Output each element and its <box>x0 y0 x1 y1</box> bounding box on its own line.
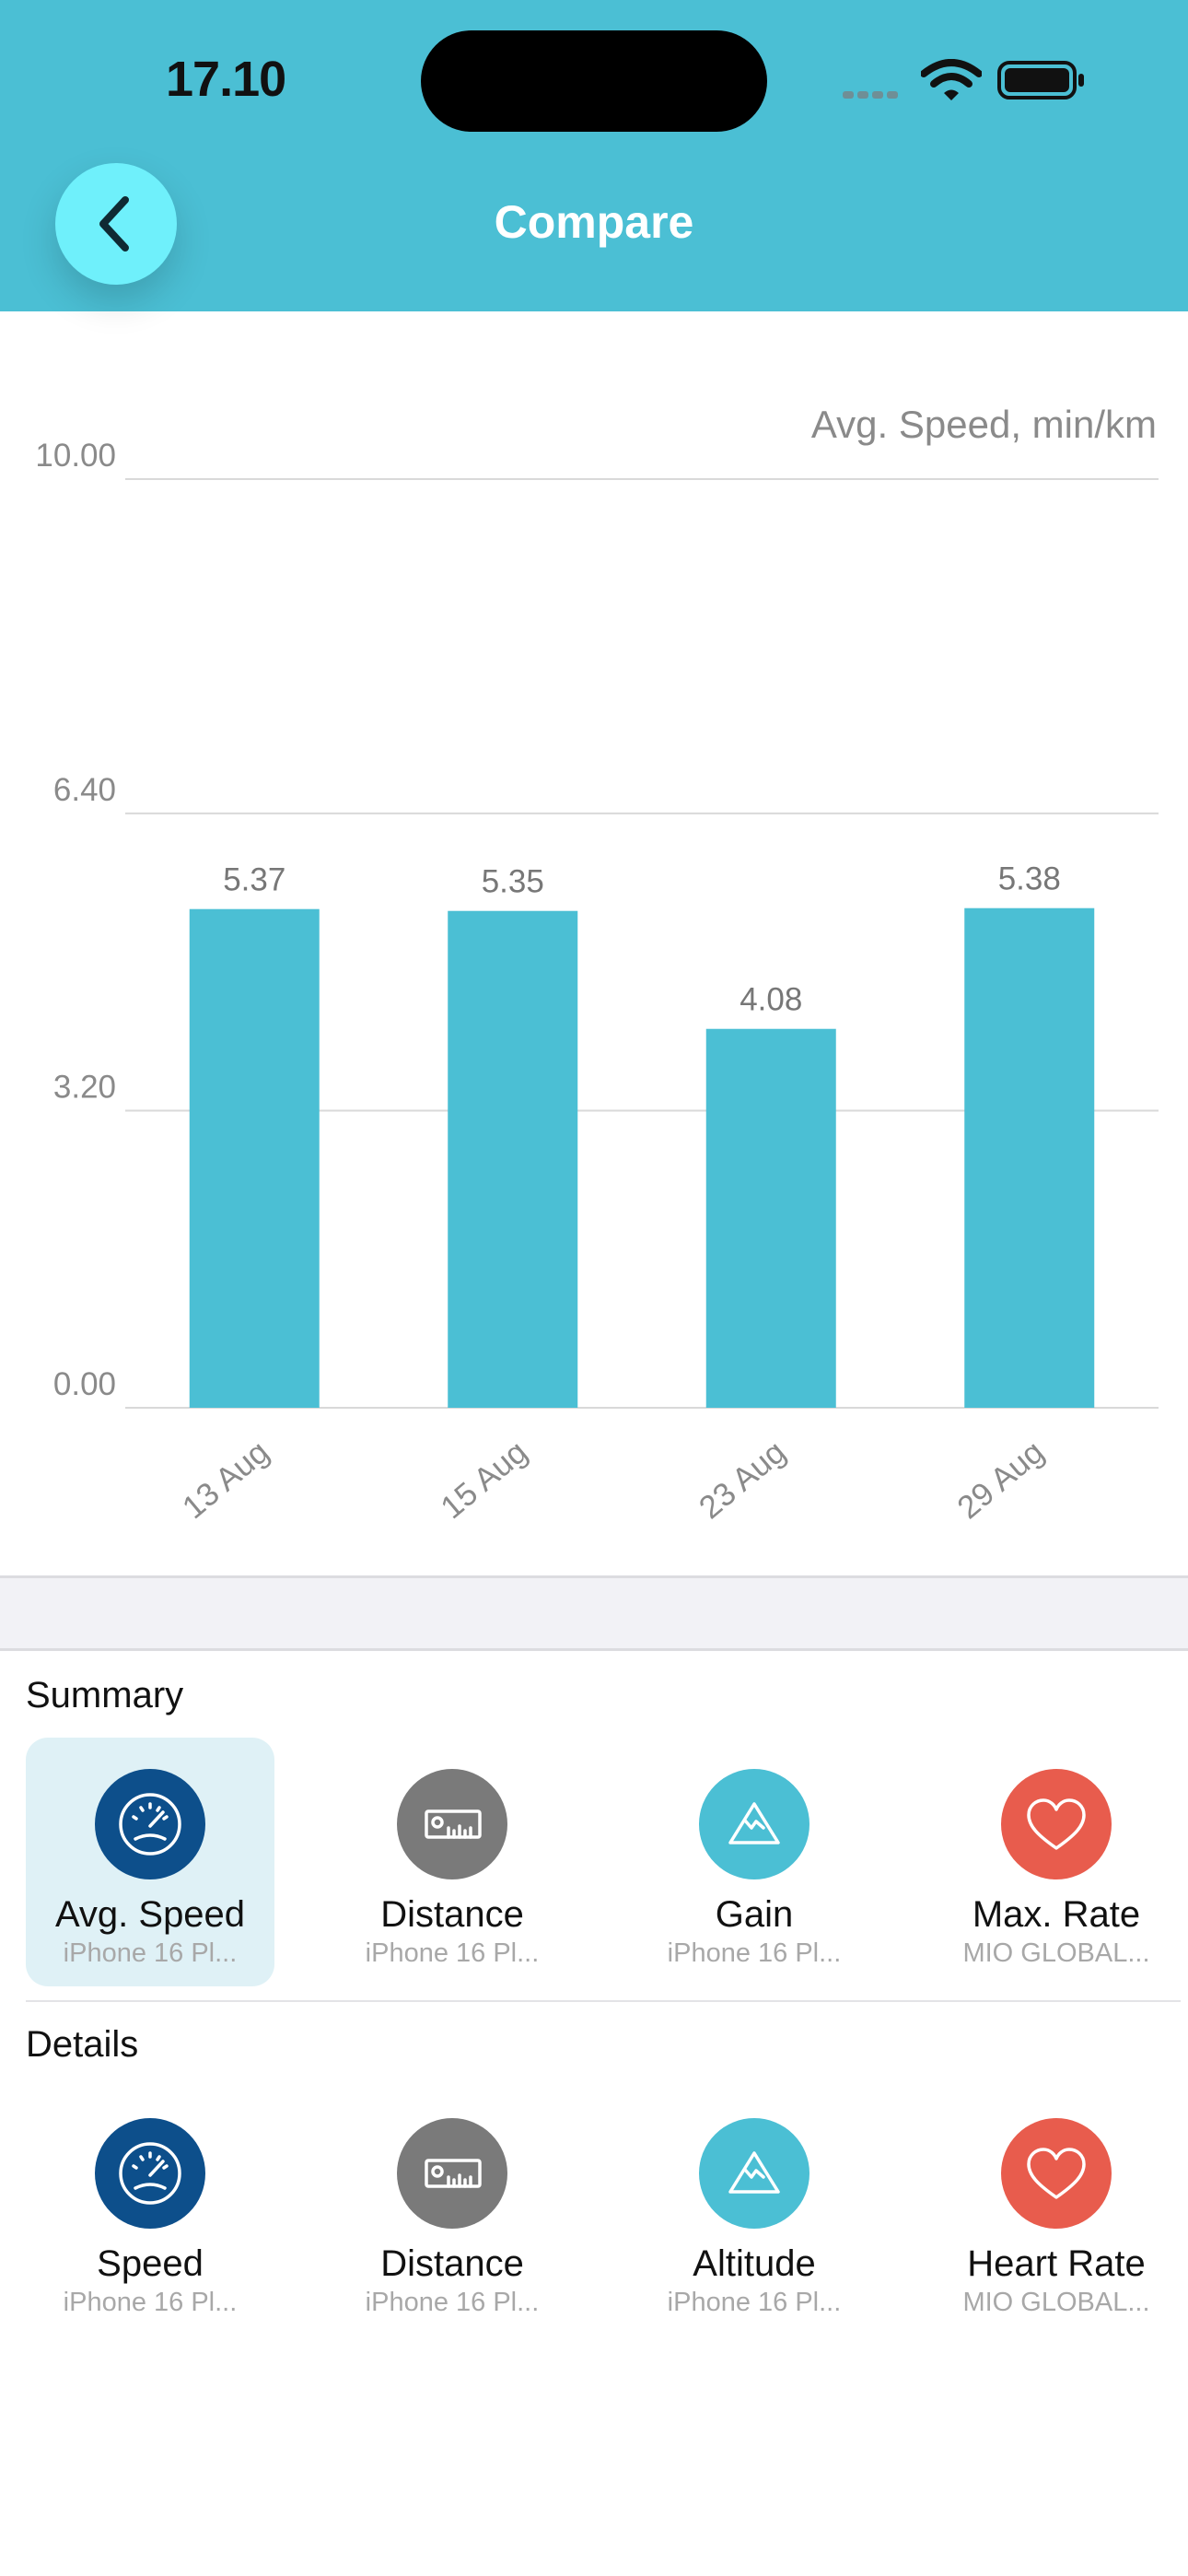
details-tile-altitude[interactable]: Altitude iPhone 16 Pl... <box>630 2087 879 2336</box>
nav-header: 17.10 Compare <box>0 0 1188 311</box>
tile-label: Gain <box>715 1894 794 1935</box>
bar-value-label: 4.08 <box>740 982 802 1018</box>
tile-label: Distance <box>380 2243 524 2284</box>
status-time: 17.10 <box>166 52 286 107</box>
bar[interactable] <box>189 908 320 1408</box>
dynamic-island <box>421 30 767 132</box>
tile-label: Speed <box>97 2243 204 2284</box>
summary-tile-gain[interactable]: Gain iPhone 16 Pl... <box>630 1738 879 1986</box>
y-tick-label: 10.00 <box>35 438 116 474</box>
mountain-icon <box>699 2118 809 2229</box>
back-button[interactable] <box>55 163 177 285</box>
tile-source: MIO GLOBAL... <box>962 1938 1150 1968</box>
tile-source: iPhone 16 Pl... <box>63 1938 238 1968</box>
tile-source: MIO GLOBAL... <box>962 2288 1150 2317</box>
bar[interactable] <box>705 1028 836 1408</box>
x-tick-label: 29 Aug <box>950 1434 1051 1526</box>
y-tick-label: 3.20 <box>53 1069 116 1105</box>
summary-heading: Summary <box>26 1675 184 1715</box>
summary-tile-max-rate[interactable]: Max. Rate MIO GLOBAL... <box>932 1738 1181 1986</box>
ruler-icon <box>397 1769 507 1879</box>
y-axis-label: Avg. Speed, min/km <box>811 403 1157 446</box>
tile-label: Distance <box>380 1894 524 1935</box>
summary-tile-avg-speed[interactable]: Avg. Speed iPhone 16 Pl... <box>26 1738 274 1986</box>
tile-source: iPhone 16 Pl... <box>667 1938 842 1968</box>
wifi-icon <box>921 59 982 100</box>
divider-line <box>26 2000 1181 2002</box>
x-tick-label: 15 Aug <box>434 1434 534 1526</box>
x-tick-label: 13 Aug <box>176 1434 276 1526</box>
heart-icon <box>1001 1769 1112 1879</box>
x-axis-ticks: 13 Aug 15 Aug 23 Aug 29 Aug <box>176 1434 1051 1526</box>
y-tick-label: 6.40 <box>53 772 116 808</box>
speedometer-icon <box>95 1769 205 1879</box>
tile-label: Max. Rate <box>972 1894 1141 1935</box>
bar-value-label: 5.38 <box>998 861 1061 897</box>
speedometer-icon <box>95 2118 205 2229</box>
y-axis-ticks: 10.00 6.40 3.20 0.00 <box>35 438 116 1402</box>
chevron-left-icon <box>99 196 129 252</box>
battery-icon <box>997 61 1084 100</box>
tile-source: iPhone 16 Pl... <box>365 2288 540 2317</box>
chart-bars <box>189 907 1095 1408</box>
tile-source: iPhone 16 Pl... <box>365 1938 540 1968</box>
ruler-icon <box>397 2118 507 2229</box>
section-divider <box>0 1575 1188 1651</box>
x-tick-label: 23 Aug <box>693 1434 793 1526</box>
cellular-signal-icon <box>843 87 902 103</box>
page-title: Compare <box>494 196 694 248</box>
tile-source: iPhone 16 Pl... <box>63 2288 238 2317</box>
tile-source: iPhone 16 Pl... <box>667 2288 842 2317</box>
bar[interactable] <box>448 910 578 1408</box>
bar[interactable] <box>964 907 1095 1408</box>
details-heading: Details <box>26 2024 139 2065</box>
summary-tile-distance[interactable]: Distance iPhone 16 Pl... <box>328 1738 577 1986</box>
mountain-icon <box>699 1769 809 1879</box>
tile-label: Avg. Speed <box>54 1894 246 1935</box>
details-tile-heart-rate[interactable]: Heart Rate MIO GLOBAL... <box>932 2087 1181 2336</box>
bar-value-label: 5.35 <box>482 864 544 900</box>
bar-value-label: 5.37 <box>223 862 285 898</box>
details-tile-speed[interactable]: Speed iPhone 16 Pl... <box>26 2087 274 2336</box>
bar-value-labels: 5.37 5.35 4.08 5.38 <box>223 861 1061 1018</box>
tile-label: Heart Rate <box>967 2243 1146 2284</box>
tile-label: Altitude <box>693 2243 816 2284</box>
avg-speed-bar-chart: 10.00 6.40 3.20 0.00 5.37 5.35 4.08 5.38 13 Au… <box>35 403 1159 1526</box>
details-tile-distance[interactable]: Distance iPhone 16 Pl... <box>328 2087 577 2336</box>
heart-icon <box>1001 2118 1112 2229</box>
y-tick-label: 0.00 <box>53 1366 116 1402</box>
